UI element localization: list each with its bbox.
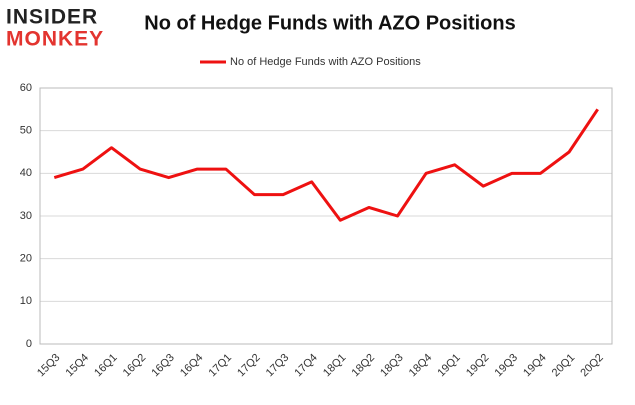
x-tick-label: 16Q4: [178, 352, 206, 380]
legend-label: No of Hedge Funds with AZO Positions: [230, 56, 421, 68]
x-tick-label: 19Q4: [521, 352, 549, 380]
x-tick-label: 16Q2: [121, 352, 149, 380]
x-tick-label: 18Q2: [350, 352, 378, 380]
x-tick-label: 15Q4: [64, 352, 92, 380]
line: [53, 108, 599, 222]
x-tick-label: 20Q1: [550, 352, 578, 380]
x-tick-label: 15Q3: [35, 352, 63, 380]
x-tick-label: 17Q1: [207, 352, 235, 380]
x-tick-label: 16Q3: [149, 352, 177, 380]
logo-top: INSIDER: [6, 6, 98, 29]
y-tick-label: 20: [20, 253, 32, 265]
x-tick-label: 19Q2: [464, 352, 492, 380]
x-tick-label: 18Q3: [378, 352, 406, 380]
x-tick-label: 17Q2: [235, 352, 263, 380]
y-tick-label: 60: [20, 82, 32, 94]
y-tick-label: 40: [20, 167, 32, 179]
x-tick-label: 16Q1: [92, 352, 120, 380]
y-tick-label: 30: [20, 210, 32, 222]
x-tick-label: 20Q2: [578, 352, 606, 380]
x-tick-label: 19Q1: [435, 352, 463, 380]
chart-title: No of Hedge Funds with AZO Positions: [144, 12, 515, 34]
plot-border: [39, 87, 613, 345]
y-tick-label: 50: [20, 125, 32, 137]
y-tick-label: 0: [26, 338, 32, 350]
x-tick-label: 17Q3: [264, 352, 292, 380]
x-tick-label: 18Q4: [407, 352, 435, 380]
x-tick-label: 18Q1: [321, 352, 349, 380]
x-tick-label: 19Q3: [493, 352, 521, 380]
x-tick-label: 17Q4: [292, 352, 320, 380]
logo-bottom: MONKEY: [6, 28, 104, 51]
y-tick-label: 10: [20, 295, 32, 307]
